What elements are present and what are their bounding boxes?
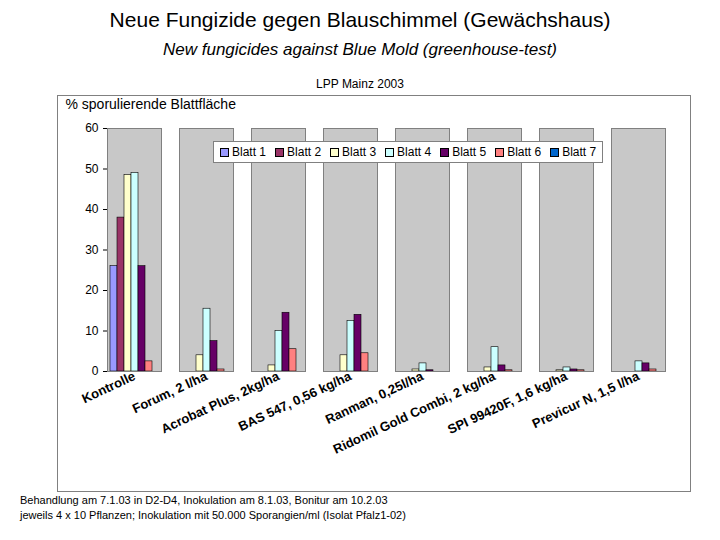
svg-text:% sporulierende Blattfläche: % sporulierende Blattfläche — [66, 96, 237, 112]
html-text:Blatt 1: Blatt 1 — [232, 145, 266, 159]
html-text:Blatt 3: Blatt 3 — [342, 145, 377, 159]
html-text:Behandlung am 7.1.03 in D2-D4,: Behandlung am 7.1.03 in D2-D4, Inokulati… — [20, 494, 388, 506]
svg-text:Forum, 2 l/ha: Forum, 2 l/ha — [129, 368, 210, 417]
svg-text:Ridomil Gold Combi, 2 kg/ha: Ridomil Gold Combi, 2 kg/ha — [330, 368, 498, 457]
svg-text:60: 60 — [85, 121, 99, 135]
svg-text:Kontrolle: Kontrolle — [79, 368, 137, 406]
html-text:jeweils 4 x 10 Pflanzen; Inoku: jeweils 4 x 10 Pflanzen; Inokulation mit… — [20, 509, 406, 521]
html-text:Blatt 2: Blatt 2 — [287, 145, 322, 159]
svg-text:Ranman, 0,25l/ha: Ranman, 0,25l/ha — [322, 368, 426, 427]
svg-text:0: 0 — [92, 364, 99, 378]
svg-text:SPI 99420F, 1,6 kg/ha: SPI 99420F, 1,6 kg/ha — [445, 368, 570, 437]
svg-text:30: 30 — [85, 243, 99, 257]
html-text:Neue Fungizide gegen Blauschim: Neue Fungizide gegen Blauschimmel (Gewäc… — [109, 8, 611, 31]
svg-text:40: 40 — [85, 202, 99, 216]
html-text:Blatt 5: Blatt 5 — [452, 145, 487, 159]
svg-text:Acrobat Plus, 2kg/ha: Acrobat Plus, 2kg/ha — [159, 368, 283, 436]
svg-text:20: 20 — [85, 283, 99, 297]
svg-text:10: 10 — [85, 324, 99, 338]
svg-text:Previcur N, 1,5 l/ha: Previcur N, 1,5 l/ha — [530, 368, 642, 431]
html-text:New fungicides against Blue Mo: New fungicides against Blue Mold (greenh… — [163, 40, 557, 59]
html-text:Blatt 4: Blatt 4 — [397, 145, 432, 159]
svg-text:BAS 547, 0,56 kg/ha: BAS 547, 0,56 kg/ha — [236, 368, 354, 434]
svg-text:50: 50 — [85, 162, 99, 176]
html-text:Blatt 6: Blatt 6 — [507, 145, 542, 159]
html-text:Blatt 7: Blatt 7 — [562, 145, 597, 159]
html-text:LPP Mainz 2003: LPP Mainz 2003 — [316, 77, 404, 91]
